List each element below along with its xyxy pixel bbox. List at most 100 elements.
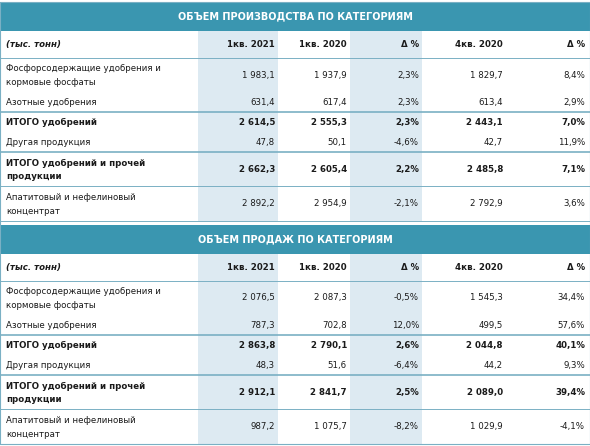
Text: 50,1: 50,1	[328, 137, 347, 147]
Text: Азотные удобрения: Азотные удобрения	[6, 98, 97, 107]
Text: 47,8: 47,8	[256, 137, 275, 147]
Text: 702,8: 702,8	[322, 321, 347, 330]
Bar	[0, 225, 590, 254]
Text: 7,0%: 7,0%	[561, 118, 585, 127]
Text: 2,3%: 2,3%	[397, 98, 419, 107]
Text: 2,3%: 2,3%	[395, 118, 419, 127]
Bar	[278, 335, 350, 355]
Text: 2 912,1: 2 912,1	[238, 388, 275, 397]
Bar	[422, 281, 506, 315]
Bar	[350, 355, 422, 375]
Bar	[278, 152, 350, 186]
Text: 631,4: 631,4	[250, 98, 275, 107]
Text: 1 029,9: 1 029,9	[470, 422, 503, 431]
Text: 51,6: 51,6	[328, 360, 347, 370]
Text: 2,2%: 2,2%	[395, 165, 419, 174]
Text: Δ %: Δ %	[401, 40, 419, 49]
Bar	[2, 92, 198, 112]
Text: 12,0%: 12,0%	[392, 321, 419, 330]
Text: 1 829,7: 1 829,7	[470, 70, 503, 79]
Text: 2 605,4: 2 605,4	[311, 165, 347, 174]
Bar	[422, 409, 506, 444]
Bar	[2, 152, 198, 186]
Bar	[198, 409, 278, 444]
Text: 4кв. 2020: 4кв. 2020	[455, 40, 503, 49]
Text: 2 792,9: 2 792,9	[470, 199, 503, 208]
Text: -2,1%: -2,1%	[394, 199, 419, 208]
Bar	[422, 31, 506, 58]
Text: 1кв. 2021: 1кв. 2021	[227, 40, 275, 49]
Text: Δ %: Δ %	[567, 40, 585, 49]
Bar	[350, 92, 422, 112]
Text: 2 614,5: 2 614,5	[238, 118, 275, 127]
Text: 2 662,3: 2 662,3	[238, 165, 275, 174]
Bar	[198, 315, 278, 335]
Bar	[422, 112, 506, 132]
Text: 40,1%: 40,1%	[555, 341, 585, 350]
Text: 1кв. 2021: 1кв. 2021	[227, 263, 275, 272]
Text: ИТОГО удобрений и прочей: ИТОГО удобрений и прочей	[6, 381, 145, 391]
Text: 48,3: 48,3	[256, 360, 275, 370]
Bar	[2, 355, 198, 375]
Bar	[278, 31, 350, 58]
Bar	[198, 254, 278, 281]
Bar	[198, 132, 278, 152]
Text: продукции: продукции	[6, 395, 61, 405]
Text: 2 076,5: 2 076,5	[242, 293, 275, 302]
Bar	[350, 375, 422, 409]
Text: ИТОГО удобрений: ИТОГО удобрений	[6, 118, 97, 127]
Bar	[506, 152, 588, 186]
Text: ИТОГО удобрений и прочей: ИТОГО удобрений и прочей	[6, 158, 145, 168]
Bar	[506, 375, 588, 409]
Bar	[2, 112, 198, 132]
Bar	[350, 335, 422, 355]
Bar	[506, 355, 588, 375]
Bar	[278, 92, 350, 112]
Bar	[198, 335, 278, 355]
Bar	[198, 112, 278, 132]
Text: 2,9%: 2,9%	[563, 98, 585, 107]
Bar	[350, 152, 422, 186]
Text: 1 545,3: 1 545,3	[470, 293, 503, 302]
Text: Другая продукция: Другая продукция	[6, 137, 90, 147]
Bar	[350, 254, 422, 281]
Bar	[0, 2, 590, 31]
Bar	[198, 186, 278, 221]
Text: -8,2%: -8,2%	[394, 422, 419, 431]
Bar	[350, 112, 422, 132]
Text: -4,1%: -4,1%	[560, 422, 585, 431]
Bar	[278, 254, 350, 281]
Text: кормовые фосфаты: кормовые фосфаты	[6, 301, 96, 310]
Text: 2 841,7: 2 841,7	[310, 388, 347, 397]
Bar	[2, 281, 198, 315]
Text: 4кв. 2020: 4кв. 2020	[455, 263, 503, 272]
Text: кормовые фосфаты: кормовые фосфаты	[6, 78, 96, 87]
Text: 1 937,9: 1 937,9	[314, 70, 347, 79]
Bar	[198, 375, 278, 409]
Text: 1 075,7: 1 075,7	[314, 422, 347, 431]
Text: продукции: продукции	[6, 172, 61, 182]
Text: 1кв. 2020: 1кв. 2020	[299, 263, 347, 272]
Text: 2 954,9: 2 954,9	[314, 199, 347, 208]
Text: 11,9%: 11,9%	[558, 137, 585, 147]
Bar	[2, 58, 198, 92]
Bar	[278, 186, 350, 221]
Text: 2 892,2: 2 892,2	[242, 199, 275, 208]
Text: 2 087,3: 2 087,3	[314, 293, 347, 302]
Text: 44,2: 44,2	[484, 360, 503, 370]
Bar	[2, 409, 198, 444]
Bar	[2, 31, 198, 58]
Bar	[506, 409, 588, 444]
Bar	[422, 132, 506, 152]
Text: концентрат: концентрат	[6, 430, 60, 439]
Bar	[278, 58, 350, 92]
Text: 787,3: 787,3	[250, 321, 275, 330]
Text: 2 863,8: 2 863,8	[238, 341, 275, 350]
Bar	[2, 335, 198, 355]
Text: Азотные удобрения: Азотные удобрения	[6, 321, 97, 330]
Bar	[422, 375, 506, 409]
Text: Апатитовый и нефелиновый: Апатитовый и нефелиновый	[6, 416, 136, 425]
Bar	[2, 186, 198, 221]
Bar	[278, 355, 350, 375]
Bar	[2, 375, 198, 409]
